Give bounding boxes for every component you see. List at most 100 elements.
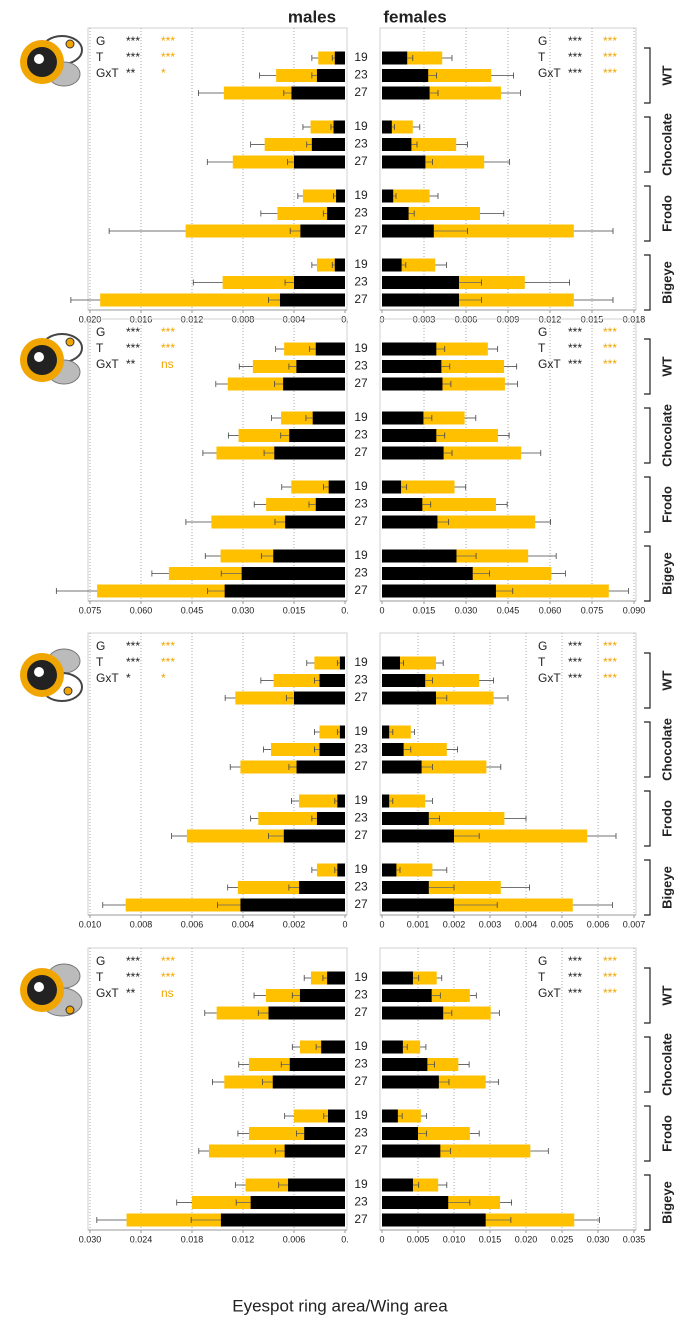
bar [291, 87, 345, 100]
group-label: WT [659, 356, 674, 376]
x-tick-label: 0.006 [283, 1234, 306, 1244]
temperature-label: 23 [354, 811, 368, 825]
stat-black: *** [568, 986, 582, 1000]
bar [382, 1127, 418, 1140]
group-label: Frodo [659, 1115, 674, 1152]
x-tick-label: 0.015 [283, 605, 306, 615]
stat-label: GxT [96, 671, 119, 685]
stat-label: T [96, 341, 104, 355]
temperature-label: 23 [354, 359, 368, 373]
temperature-label: 19 [354, 862, 368, 876]
group-bracket [644, 860, 650, 915]
bar [294, 276, 345, 289]
x-tick-label: 0.001 [407, 919, 430, 929]
stat-label: G [538, 34, 547, 48]
stat-label: T [96, 970, 104, 984]
x-tick-label: 0.020 [515, 1234, 538, 1244]
bar [280, 294, 345, 307]
x-tick-label: 0.045 [497, 605, 520, 615]
stat-black: *** [568, 34, 582, 48]
stat-label: G [96, 639, 105, 653]
bar [251, 1196, 345, 1209]
x-tick-label: 0.075 [79, 605, 102, 615]
bar [382, 447, 444, 460]
group-bracket [644, 1106, 650, 1161]
stat-label: G [96, 325, 105, 339]
bar [317, 69, 345, 82]
group-label: Bigeye [659, 261, 674, 304]
bar [382, 1110, 398, 1123]
bar [382, 412, 423, 425]
bar [382, 1145, 440, 1158]
temperature-label: 27 [354, 1212, 368, 1226]
stat-black: *** [126, 970, 140, 984]
x-tick-label: 0.024 [130, 1234, 153, 1244]
bar [296, 360, 345, 373]
stat-label: T [538, 970, 546, 984]
stat-black: *** [568, 639, 582, 653]
bar [382, 481, 401, 494]
bar [328, 1110, 345, 1123]
bar [382, 1214, 486, 1227]
temperature-label: 27 [354, 897, 368, 911]
stat-black: *** [568, 970, 582, 984]
temperature-label: 23 [354, 673, 368, 687]
temperature-label: 27 [354, 376, 368, 390]
stat-label: T [538, 341, 546, 355]
bar [320, 743, 346, 756]
x-tick-label: 0.030 [587, 1234, 610, 1244]
group-bracket [644, 186, 650, 241]
bar [382, 550, 456, 563]
group-bracket [644, 722, 650, 777]
stat-yellow: ns [161, 986, 174, 1000]
x-tick-label: 0.045 [181, 605, 204, 615]
temperature-label: 19 [354, 724, 368, 738]
bar [327, 972, 345, 985]
group-bracket [644, 117, 650, 172]
stat-black: ** [126, 357, 136, 371]
x-tick-label: 0.005 [407, 1234, 430, 1244]
temperature-label: 19 [354, 257, 368, 271]
stat-yellow: *** [603, 655, 617, 669]
bar [382, 1058, 427, 1071]
bar [382, 87, 430, 100]
wing-icon [20, 36, 82, 86]
bar [327, 207, 345, 220]
x-tick-label: 0.010 [79, 919, 102, 929]
stat-black: *** [126, 639, 140, 653]
bar [335, 259, 345, 272]
stat-black: *** [126, 341, 140, 355]
group-bracket [644, 48, 650, 103]
stat-label: T [538, 655, 546, 669]
stat-black: *** [126, 50, 140, 64]
stat-black: *** [568, 341, 582, 355]
stat-yellow: *** [161, 50, 175, 64]
stat-yellow: *** [161, 34, 175, 48]
bar [300, 989, 345, 1002]
bar [299, 881, 345, 894]
stat-yellow: *** [161, 970, 175, 984]
temperature-label: 19 [354, 1039, 368, 1053]
x-tick-label: 0.012 [232, 1234, 255, 1244]
bar [320, 674, 346, 687]
stat-black: *** [568, 954, 582, 968]
bar [382, 343, 436, 356]
x-tick-label: 0.018 [181, 1234, 204, 1244]
temperature-label: 23 [354, 206, 368, 220]
bar [382, 864, 396, 877]
x-tick-label: 0.060 [539, 605, 562, 615]
wing-icon [20, 964, 82, 1016]
stat-yellow: *** [161, 954, 175, 968]
temperature-label: 19 [354, 548, 368, 562]
bar [382, 1041, 403, 1054]
temperature-label: 19 [354, 119, 368, 133]
group-label: Chocolate [659, 404, 674, 467]
bar [290, 1058, 345, 1071]
x-tick-label: 0.007 [623, 919, 646, 929]
group-label: Chocolate [659, 1033, 674, 1096]
temperature-label: 27 [354, 514, 368, 528]
x-tick-label: 0.006 [181, 919, 204, 929]
bar [297, 761, 345, 774]
bar [382, 674, 425, 687]
temperature-label: 27 [354, 223, 368, 237]
